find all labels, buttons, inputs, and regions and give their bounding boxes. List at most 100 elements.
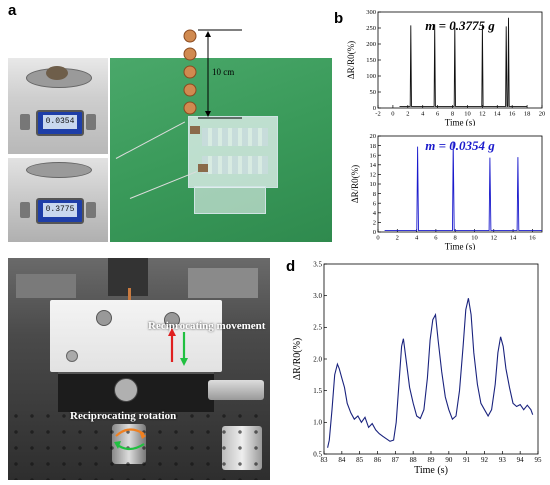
electrode-tab [198, 164, 208, 172]
arrow-up-head [168, 328, 176, 336]
scale-display: 0.0354 [36, 110, 84, 136]
scale-display: 0.3775 [36, 198, 84, 224]
movement-label: Reciprocating movement [148, 320, 266, 332]
stage-screw [66, 350, 78, 362]
arrow-head-up [205, 31, 211, 37]
x-tick-label: 14 [494, 111, 501, 118]
y-axis-label: ΔR/R0(%) [292, 338, 303, 381]
motion-arrows [114, 328, 188, 451]
falling-ball [183, 65, 197, 79]
y-tick-label: 4 [373, 210, 377, 217]
x-tick-label: 0 [376, 235, 379, 242]
stage-screw [96, 310, 112, 326]
x-tick-label: 10 [464, 111, 471, 118]
distance-label: 10 cm [212, 67, 234, 77]
x-tick-label: 0 [391, 111, 394, 118]
x-tick-label: 90 [445, 456, 453, 464]
y-tick-label: 10 [370, 181, 377, 188]
plot-frame [323, 263, 539, 455]
x-axis-label: Time (s) [445, 118, 475, 127]
sample-stage [50, 300, 222, 372]
panel-label-b: b [334, 10, 344, 27]
rotation-arrow-orange [115, 428, 145, 437]
wire [115, 121, 186, 159]
x-tick-label: 8 [454, 235, 457, 242]
x-tick-label: 95 [535, 456, 543, 464]
scale-buttons-right [86, 202, 96, 218]
y-tick-label: 20 [370, 133, 377, 140]
series-line [327, 298, 534, 448]
y-tick-label: 0.5 [313, 450, 322, 458]
x-tick-label: 84 [338, 456, 346, 464]
positioner-knob [114, 378, 138, 402]
scale-buttons-left [20, 114, 30, 130]
x-tick-label: 12 [491, 235, 498, 242]
y-tick-label: 0 [373, 229, 376, 236]
chart-d: 83 84 85 86 87 88 89 90 91 92 93 94 95 0.5 1.0 1.5 2.0 2.… [292, 260, 543, 476]
y-tick-label: 300 [366, 9, 376, 16]
x-tick-label: 91 [463, 456, 471, 464]
x-tick-label: 12 [479, 111, 486, 118]
scale-readout: 0.0354 [43, 115, 77, 129]
y-tick-label: 250 [366, 25, 376, 32]
rotation-label: Reciprocating rotation [70, 410, 177, 422]
y-tick-label: 16 [370, 152, 377, 159]
scale-buttons-right [86, 114, 96, 130]
series-line [399, 17, 528, 107]
x-tick-label: 18 [524, 111, 531, 118]
x-tick-label: 4 [415, 235, 419, 242]
chart-title: m = 0.0354 g [425, 138, 495, 153]
y-tick-label: 6 [373, 200, 377, 207]
scale-buttons-left [20, 202, 30, 218]
x-tick-label: 14 [510, 235, 517, 242]
x-tick-label: 93 [499, 456, 507, 464]
sensor-device [188, 116, 278, 188]
x-tick-label: 85 [356, 456, 364, 464]
chart-b-top: -2 0 2 4 6 8 10 12 14 16 18 20050100150200250300Tim… [346, 9, 545, 127]
x-axis-label: Time (s) [445, 242, 475, 251]
y-tick-label: 2.5 [313, 324, 322, 332]
x-tick-label: 4 [421, 111, 425, 118]
panel-label-a: a [8, 2, 17, 19]
y-tick-label: 18 [370, 143, 377, 150]
coin-object [46, 66, 68, 80]
x-tick-label: 94 [517, 456, 525, 464]
sensor-slots [202, 156, 268, 174]
chart-title: m = 0.3775 g [425, 18, 495, 33]
x-tick-label: -2 [375, 111, 380, 118]
sensor-base [194, 186, 266, 214]
y-tick-label: 2 [373, 220, 376, 227]
scale-photo-bottom: 0.3775 [8, 158, 108, 242]
rig-frame-right [188, 268, 258, 298]
x-tick-label: 92 [481, 456, 489, 464]
x-tick-label: 16 [509, 111, 516, 118]
rig-frame-left [16, 274, 76, 298]
y-tick-label: 0 [373, 105, 376, 112]
falling-ball [183, 47, 197, 61]
y-tick-label: 50 [370, 89, 377, 96]
scale-readout: 0.3775 [43, 203, 77, 217]
x-tick-label: 86 [374, 456, 382, 464]
chart-b-bottom: 0 2 4 6 8 10 12 14 16 0 2 4 6 8 10 12 14 16 18 20 Time (s) ΔR… [350, 133, 543, 251]
y-tick-label: 8 [373, 191, 376, 198]
y-axis-label: ΔR/R0(%) [346, 41, 356, 79]
electrode-tab [190, 126, 200, 134]
sensor-slots [202, 128, 268, 146]
y-tick-label: 2.0 [313, 355, 322, 363]
optical-table-holes [8, 408, 270, 480]
x-tick-label: 8 [451, 111, 454, 118]
x-tick-label: 83 [321, 456, 329, 464]
micrometer [208, 380, 264, 400]
y-tick-label: 3.5 [313, 260, 322, 268]
x-tick-label: 88 [410, 456, 418, 464]
wire [129, 171, 197, 199]
y-tick-label: 200 [366, 41, 376, 48]
x-tick-label: 10 [471, 235, 478, 242]
arrow-head-down [205, 111, 211, 117]
x-axis-label: Time (s) [414, 465, 448, 476]
stage-screw [164, 312, 180, 328]
panel-label-d: d [286, 258, 296, 275]
x-tick-label: 6 [436, 111, 440, 118]
x-tick-label: 87 [392, 456, 400, 464]
scale-pan [26, 162, 92, 178]
